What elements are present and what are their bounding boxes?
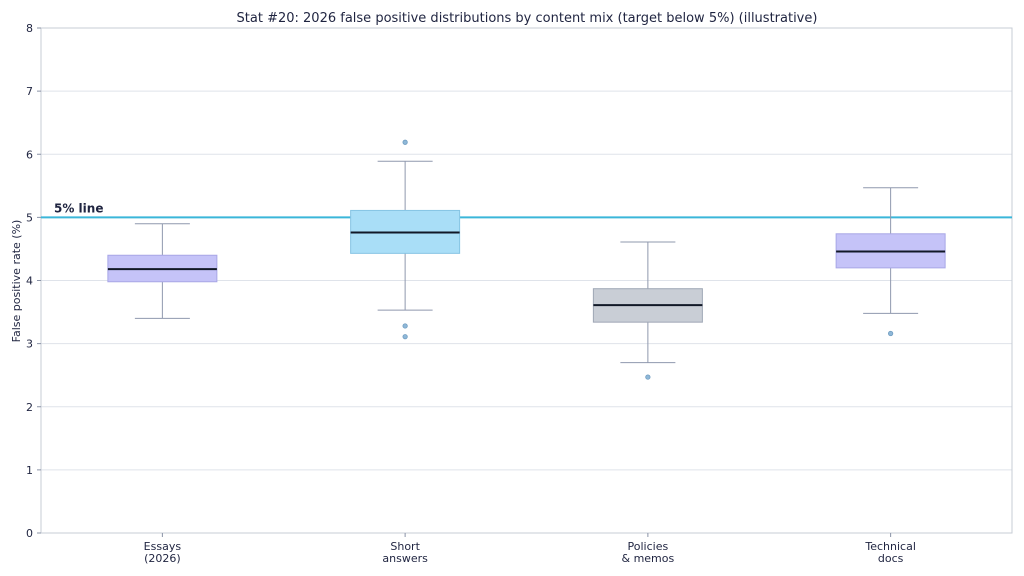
x-tick-label-line: Short bbox=[390, 540, 420, 553]
y-tick-label: 3 bbox=[26, 338, 33, 351]
x-tick-label-line: answers bbox=[382, 552, 428, 565]
box-1 bbox=[107, 223, 218, 319]
outlier-point bbox=[645, 374, 651, 380]
outlier-point bbox=[402, 139, 408, 145]
y-tick-label: 7 bbox=[26, 85, 33, 98]
y-tick-label: 1 bbox=[26, 464, 33, 477]
x-tick-label-line: Technical bbox=[864, 540, 916, 553]
box-3 bbox=[592, 241, 703, 380]
x-axis: Essays (2026) Short answers Policies & memos T… bbox=[144, 533, 916, 565]
y-tick-label: 2 bbox=[26, 401, 33, 414]
reference-line-label: 5% line bbox=[54, 201, 103, 215]
outlier-point bbox=[402, 323, 408, 329]
x-tick-label: Essays (2026) bbox=[144, 540, 182, 565]
box-4 bbox=[835, 187, 946, 337]
box-2 bbox=[350, 139, 461, 340]
y-tick-label: 0 bbox=[26, 527, 33, 540]
y-tick-label: 6 bbox=[26, 148, 33, 161]
outlier-point bbox=[402, 334, 408, 340]
x-tick-label-line: Essays bbox=[144, 540, 182, 553]
y-tick-label: 8 bbox=[26, 22, 33, 35]
box-series bbox=[107, 139, 946, 380]
x-tick-label: Short answers bbox=[382, 540, 428, 565]
outlier-point bbox=[888, 330, 894, 337]
y-tick-label: 4 bbox=[26, 275, 33, 288]
x-tick-label: Policies & memos bbox=[622, 540, 675, 565]
y-axis-label: False positive rate (%) bbox=[10, 220, 23, 343]
y-axis: 0 1 2 3 4 5 6 7 8 bbox=[26, 22, 41, 540]
x-tick-label-line: & memos bbox=[622, 552, 675, 565]
x-tick-label-line: docs bbox=[878, 552, 904, 565]
x-tick-label: Technical docs bbox=[864, 540, 916, 565]
x-tick-label-line: (2026) bbox=[144, 552, 181, 565]
y-tick-label: 5 bbox=[26, 211, 33, 224]
x-tick-label-line: Policies bbox=[628, 540, 669, 553]
chart-title: Stat #20: 2026 false positive distributi… bbox=[237, 11, 818, 26]
